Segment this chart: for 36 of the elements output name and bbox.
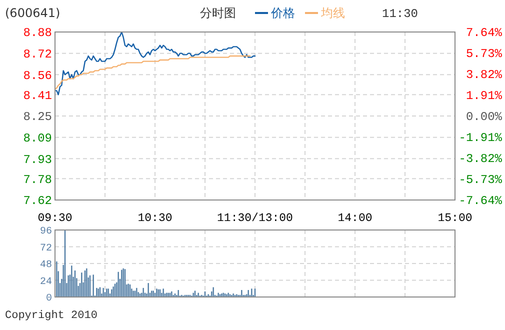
y-tick-label: 8.72 <box>23 48 52 62</box>
y-tick-label: 7.93 <box>23 152 52 167</box>
legend-label: 价格 <box>270 6 295 20</box>
y-tick-label: 8.56 <box>23 68 52 83</box>
x-tick-label: 15:00 <box>438 212 472 225</box>
x-tick-label: 09:30 <box>38 212 72 225</box>
chart-subtitle: 分时图 <box>200 6 236 20</box>
y-tick-label: 7.62 <box>23 194 52 208</box>
x-tick-label: 10:30 <box>138 212 172 225</box>
y2-tick-label: 3.82% <box>466 68 503 82</box>
y2-tick-label: 1.91% <box>466 89 503 104</box>
y-tick-label: 8.88 <box>23 26 52 40</box>
y-tick-label: 8.25 <box>23 110 52 124</box>
y2-tick-label: -1.91% <box>458 131 503 146</box>
legend-label: 均线 <box>320 6 345 20</box>
text: 11:30 <box>382 7 418 21</box>
x-tick-label: 14:00 <box>338 212 372 225</box>
y2-tick-label: 5.73% <box>466 47 503 62</box>
y-tick-label: 8.09 <box>23 132 52 146</box>
y-tick-label: 72 <box>40 243 52 254</box>
line-series <box>54 31 256 96</box>
y-tick-label: 96 <box>40 226 52 238</box>
x-tick-label: 11:30/13:00 <box>217 212 294 225</box>
y2-tick-label: 0.00% <box>466 110 503 124</box>
y2-tick-label: 7.64% <box>466 26 503 40</box>
text: Copyright 2010 <box>5 310 98 322</box>
chart-title: (600641) <box>5 6 60 20</box>
y-tick-label: 8.41 <box>23 88 52 103</box>
y-tick-label: 24 <box>40 276 52 288</box>
y-tick-label: 48 <box>40 260 52 271</box>
line-series <box>54 55 251 90</box>
y2-tick-label: -5.73% <box>458 173 503 188</box>
y-tick-label: 0 <box>46 294 52 304</box>
y2-tick-label: -7.64% <box>458 194 503 208</box>
y2-tick-label: -3.82% <box>458 152 503 166</box>
y-tick-label: 7.78 <box>23 172 52 187</box>
